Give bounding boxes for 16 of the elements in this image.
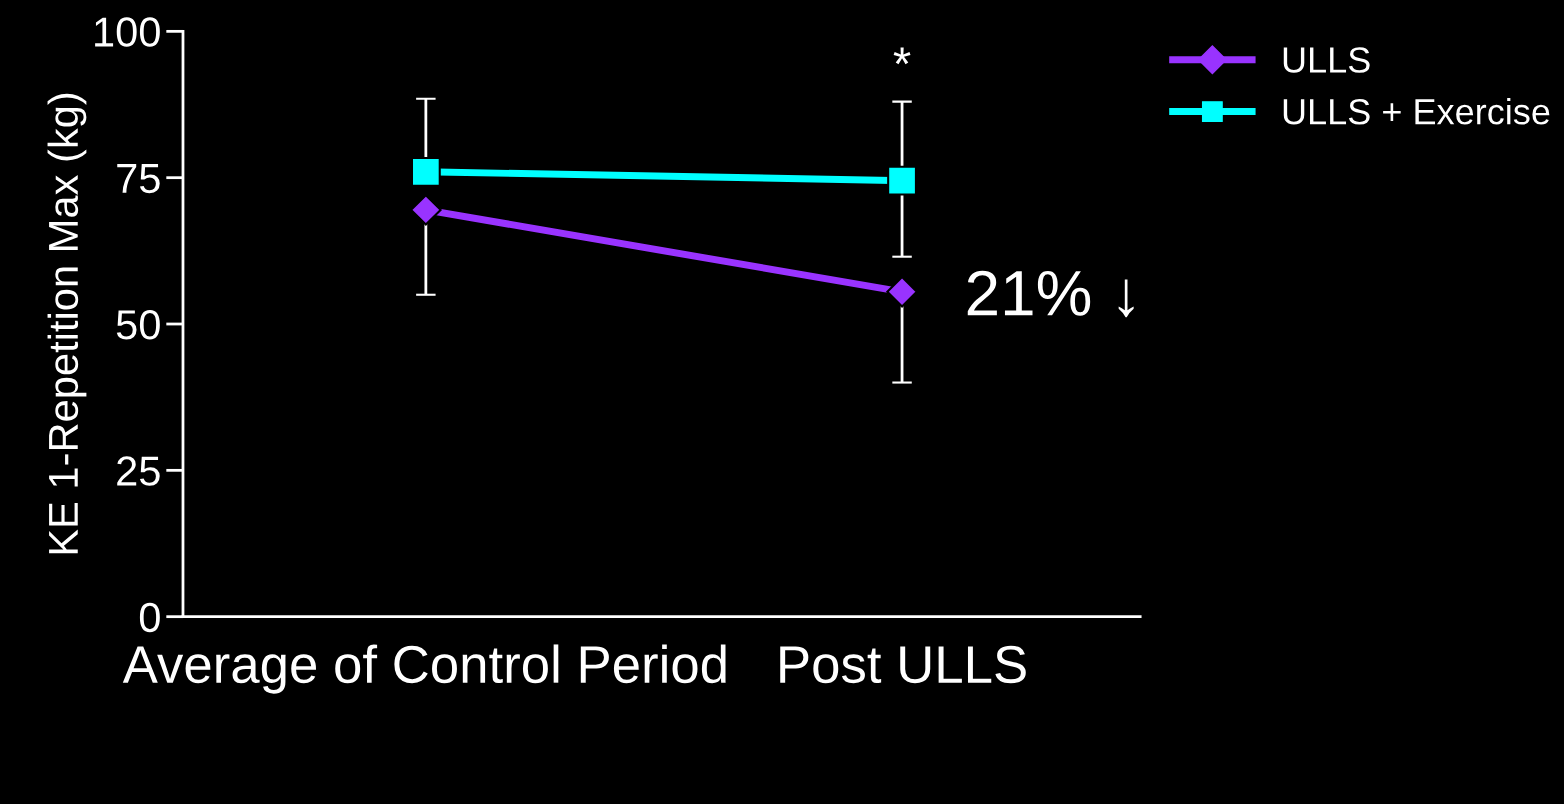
y-tick-label: 25 <box>117 456 160 486</box>
x-tick-label: Average of Control Period <box>122 644 726 694</box>
x-tick-label: Post ULLS <box>780 645 1026 684</box>
point <box>886 276 918 308</box>
legend-label: ULLS <box>1283 47 1370 73</box>
y-tick-label: 50 <box>116 310 160 340</box>
annotation: * <box>893 47 911 65</box>
annotation: 21% ↓ <box>967 270 1134 318</box>
point <box>887 165 917 196</box>
legend-label: ULLS + Exercise <box>1283 98 1550 125</box>
point <box>410 194 442 226</box>
point <box>410 156 441 187</box>
y-axis-title: KE 1-Repetition Max (kg) <box>47 93 87 554</box>
y-tick-label: 100 <box>95 17 160 47</box>
y-tick-label: 75 <box>117 164 160 194</box>
y-tick-label: 0 <box>139 602 160 633</box>
